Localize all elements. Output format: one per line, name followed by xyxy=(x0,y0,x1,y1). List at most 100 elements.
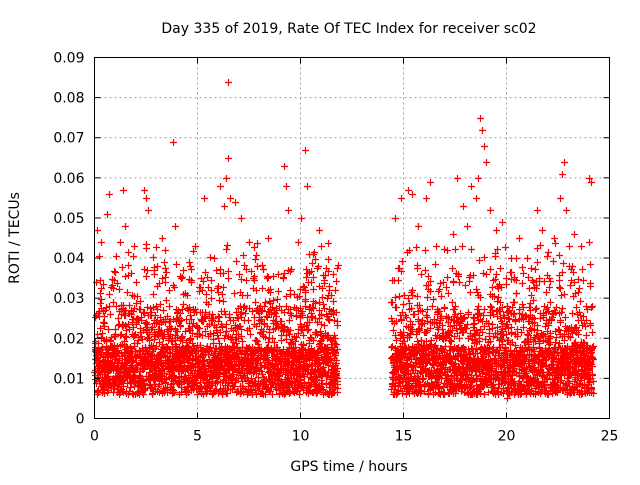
scatter-point xyxy=(106,291,113,298)
scatter-point xyxy=(546,371,553,378)
scatter-point xyxy=(314,331,321,338)
scatter-point xyxy=(318,312,325,319)
scatter-point xyxy=(209,311,216,318)
scatter-point xyxy=(223,328,230,335)
data-point xyxy=(409,191,416,198)
scatter-point xyxy=(427,387,434,394)
data-point xyxy=(302,147,309,154)
scatter-point xyxy=(235,315,242,322)
scatter-point xyxy=(502,344,509,351)
data-point xyxy=(524,255,531,262)
scatter-point xyxy=(481,254,488,261)
scatter-point xyxy=(305,326,312,333)
scatter-point xyxy=(259,262,266,269)
x-axis-label: GPS time / hours xyxy=(290,459,407,475)
scatter-point xyxy=(210,315,217,322)
scatter-point xyxy=(161,331,168,338)
scatter-point xyxy=(190,248,197,255)
scatter-point xyxy=(393,318,400,325)
scatter-point xyxy=(441,246,448,253)
scatter-point xyxy=(205,284,212,291)
scatter-point xyxy=(215,283,222,290)
scatter-point xyxy=(325,240,332,247)
data-point xyxy=(454,175,461,182)
scatter-point xyxy=(262,391,269,398)
scatter-point xyxy=(451,306,458,313)
scatter-point xyxy=(422,247,429,254)
scatter-point xyxy=(173,261,180,268)
scatter-point xyxy=(578,391,585,398)
scatter-point xyxy=(157,301,164,308)
scatter-point xyxy=(505,315,512,322)
scatter-point xyxy=(122,333,129,340)
scatter-point xyxy=(174,328,181,335)
scatter-point xyxy=(286,331,293,338)
scatter-point xyxy=(470,272,477,279)
data-point xyxy=(141,187,148,194)
scatter-point xyxy=(432,261,439,268)
scatter-point xyxy=(490,311,497,318)
scatter-point xyxy=(315,263,322,270)
scatter-point xyxy=(489,325,496,332)
scatter-point xyxy=(96,253,103,260)
scatter-point xyxy=(569,351,576,358)
scatter-point xyxy=(570,269,577,276)
scatter-point xyxy=(520,270,527,277)
scatter-point xyxy=(314,389,321,396)
scatter-point xyxy=(395,277,402,284)
data-point xyxy=(316,227,323,234)
scatter-point xyxy=(577,298,584,305)
scatter-point xyxy=(392,376,399,383)
scatter-point xyxy=(577,312,584,319)
scatter-point xyxy=(456,279,463,286)
scatter-point xyxy=(531,326,538,333)
scatter-point xyxy=(176,354,183,361)
scatter-point xyxy=(465,311,472,318)
scatter-point xyxy=(150,291,157,298)
scatter-point xyxy=(188,316,195,323)
scatter-point xyxy=(448,338,455,345)
scatter-point xyxy=(570,356,577,363)
scatter-point xyxy=(179,306,186,313)
scatter-point xyxy=(531,319,538,326)
scatter-point xyxy=(401,370,408,377)
data-point xyxy=(295,239,302,246)
data-point xyxy=(477,115,484,122)
scatter-point xyxy=(250,369,257,376)
scatter-point xyxy=(321,305,328,312)
scatter-point xyxy=(125,262,132,269)
data-point xyxy=(464,223,471,230)
scatter-point xyxy=(315,349,322,356)
scatter-point xyxy=(575,289,582,296)
scatter-point xyxy=(273,313,280,320)
scatter-point xyxy=(94,331,101,338)
data-point xyxy=(330,311,337,318)
scatter-point xyxy=(398,316,405,323)
scatter-point xyxy=(123,343,130,350)
scatter-point xyxy=(98,296,105,303)
y-tick-label: 0.09 xyxy=(53,51,84,67)
scatter-point xyxy=(208,287,215,294)
scatter-point xyxy=(226,311,233,318)
scatter-point xyxy=(130,308,137,315)
scatter-point xyxy=(114,349,121,356)
scatter-point xyxy=(512,317,519,324)
scatter-point xyxy=(232,379,239,386)
scatter-point xyxy=(302,287,309,294)
scatter-point xyxy=(334,378,341,385)
scatter-point xyxy=(225,275,232,282)
scatter-point xyxy=(283,293,290,300)
scatter-point xyxy=(445,290,452,297)
scatter-point xyxy=(486,326,493,333)
scatter-point xyxy=(196,331,203,338)
scatter-point xyxy=(474,289,481,296)
scatter-point xyxy=(392,294,399,301)
scatter-point xyxy=(238,333,245,340)
scatter-point xyxy=(179,274,186,281)
scatter-point xyxy=(556,277,563,284)
scatter-point xyxy=(296,391,303,398)
scatter-point xyxy=(239,365,246,372)
scatter-point xyxy=(333,372,340,379)
data-point xyxy=(423,195,430,202)
scatter-point xyxy=(547,330,554,337)
